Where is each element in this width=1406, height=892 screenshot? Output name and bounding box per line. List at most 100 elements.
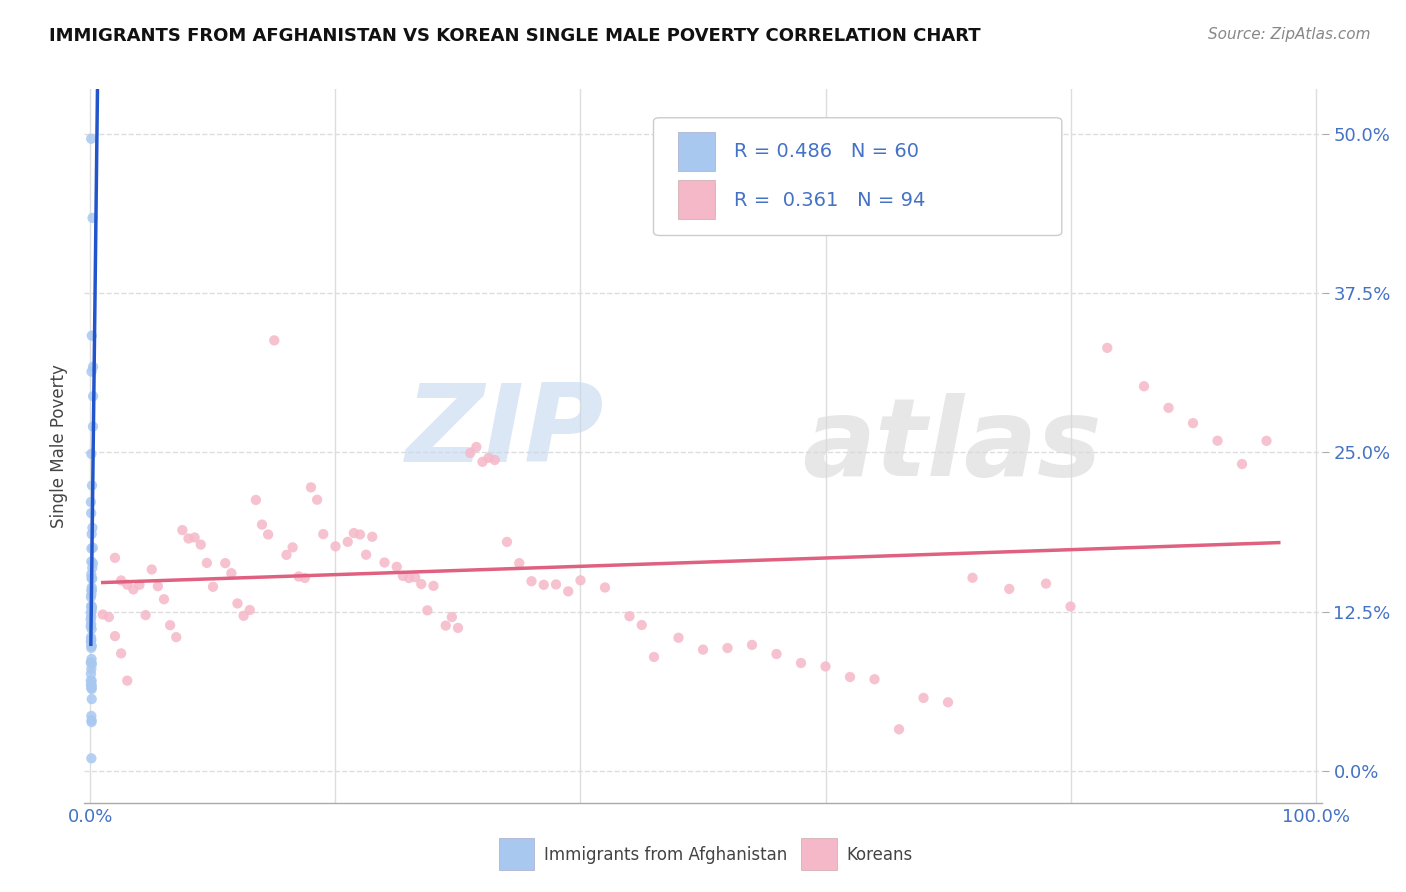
Point [82,389,104,403]
Point [520,574,543,589]
Point [82,521,104,535]
Point [104,550,127,565]
Point [79,612,101,626]
Point [232,608,254,623]
Point [115,673,138,688]
Point [80,132,103,146]
Point [226,596,249,610]
Point [619,609,641,624]
Point [82,359,104,374]
Point [276,548,298,562]
Point [177,532,200,546]
Point [998,582,1021,596]
Point [195,556,218,570]
Point [183,531,205,545]
Point [141,562,163,576]
Point [80,582,103,597]
Point [80,678,103,692]
Point [80,447,103,461]
Text: ZIP: ZIP [406,379,605,484]
Point [593,581,616,595]
Point [80,640,103,655]
Point [80,581,103,595]
Point [172,523,194,537]
Point [82,556,104,570]
Point [110,646,132,660]
Point [544,577,567,591]
Bar [678,132,716,171]
Point [1206,434,1229,448]
Point [440,610,463,624]
Bar [678,180,716,219]
Point [1133,379,1156,393]
Point [128,578,150,592]
Point [1035,576,1057,591]
Text: R = 0.486   N = 60: R = 0.486 N = 60 [734,143,920,161]
Text: Koreans: Koreans [846,846,912,863]
Point [80,713,103,727]
Point [122,582,145,597]
Point [80,679,103,693]
Point [80,692,103,706]
Point [80,590,103,604]
Point [250,517,273,532]
Point [447,621,470,635]
Point [80,656,103,670]
Point [82,211,104,225]
Point [471,455,494,469]
Point [716,640,738,655]
Point [385,559,408,574]
Point [312,527,335,541]
Point [80,567,103,582]
Point [80,633,103,648]
Y-axis label: Single Male Poverty: Single Male Poverty [51,364,69,528]
Point [287,569,309,583]
Point [765,647,787,661]
Point [80,639,103,653]
Point [458,446,481,460]
Point [692,642,714,657]
Point [80,662,103,676]
Point [1230,457,1253,471]
Point [80,554,103,568]
Point [281,541,304,555]
Point [336,534,359,549]
Point [887,723,910,737]
Point [80,751,103,765]
Point [668,631,690,645]
Point [80,478,103,492]
Point [404,570,426,584]
Point [80,656,103,670]
Point [82,419,104,434]
Text: Source: ZipAtlas.com: Source: ZipAtlas.com [1208,27,1371,42]
Point [630,618,652,632]
Point [349,527,371,541]
Point [257,527,280,541]
Text: atlas: atlas [801,393,1102,499]
Point [411,577,433,591]
Point [80,657,103,671]
Point [146,579,169,593]
FancyBboxPatch shape [654,118,1062,235]
Point [80,635,103,649]
Point [91,607,114,622]
Point [221,566,243,581]
Point [110,574,132,588]
Point [299,480,322,494]
Point [478,450,501,465]
Point [80,632,103,647]
Point [82,541,104,555]
Point [115,577,138,591]
Point [80,571,103,585]
Point [80,495,103,509]
Point [80,666,103,681]
Point [863,672,886,686]
Point [373,556,395,570]
Point [416,603,439,617]
Point [80,617,103,632]
Point [912,690,935,705]
Point [80,541,103,556]
Point [465,440,488,454]
Point [1097,341,1119,355]
Point [97,610,120,624]
